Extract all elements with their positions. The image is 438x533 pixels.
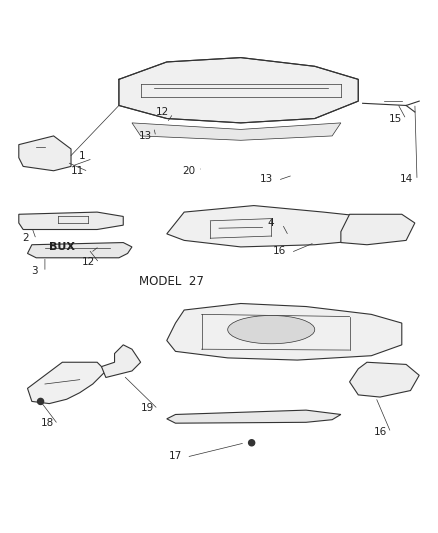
Text: 4: 4 bbox=[268, 218, 275, 228]
Text: 16: 16 bbox=[374, 427, 387, 437]
Polygon shape bbox=[167, 410, 341, 423]
Polygon shape bbox=[19, 136, 71, 171]
Text: 17: 17 bbox=[169, 451, 182, 461]
Polygon shape bbox=[167, 303, 402, 360]
Text: 18: 18 bbox=[40, 418, 54, 428]
Circle shape bbox=[38, 398, 44, 405]
Text: 13: 13 bbox=[138, 131, 152, 141]
Text: 2: 2 bbox=[22, 233, 28, 243]
Polygon shape bbox=[19, 212, 123, 230]
Polygon shape bbox=[132, 123, 341, 140]
Polygon shape bbox=[350, 362, 419, 397]
Polygon shape bbox=[167, 206, 393, 247]
Text: 19: 19 bbox=[141, 403, 154, 413]
Text: 12: 12 bbox=[156, 107, 169, 117]
Polygon shape bbox=[119, 58, 358, 123]
Polygon shape bbox=[28, 362, 106, 403]
Text: 20: 20 bbox=[182, 166, 195, 176]
Text: 15: 15 bbox=[389, 114, 402, 124]
Text: 3: 3 bbox=[31, 266, 37, 276]
Circle shape bbox=[249, 440, 254, 446]
Text: 14: 14 bbox=[399, 174, 413, 184]
Ellipse shape bbox=[228, 316, 315, 344]
Polygon shape bbox=[102, 345, 141, 377]
Polygon shape bbox=[341, 214, 415, 245]
Text: 12: 12 bbox=[82, 257, 95, 267]
Text: 1: 1 bbox=[78, 150, 85, 160]
Text: 11: 11 bbox=[71, 166, 84, 176]
Text: 16: 16 bbox=[273, 246, 286, 256]
Text: 13: 13 bbox=[260, 174, 273, 184]
Text: MODEL  27: MODEL 27 bbox=[139, 275, 204, 288]
Polygon shape bbox=[28, 243, 132, 258]
Text: BUX: BUX bbox=[49, 242, 75, 252]
